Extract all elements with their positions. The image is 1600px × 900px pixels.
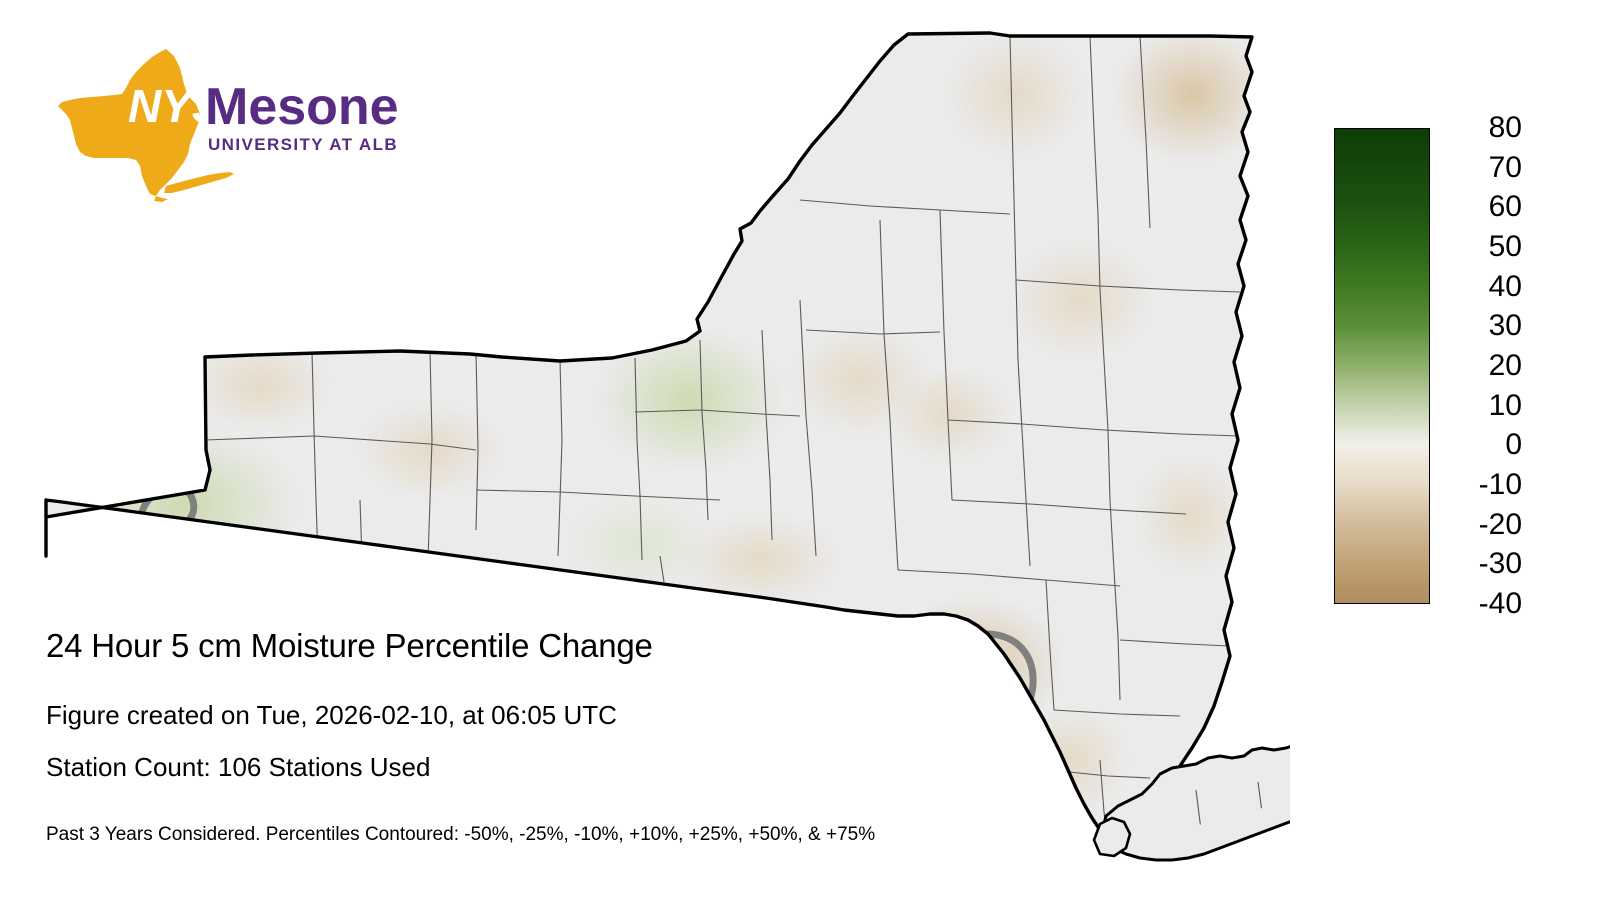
anomaly-blob-cayuga [565,493,715,597]
anomaly-blob-western [190,339,330,431]
staten-island [1092,816,1132,858]
anomaly-blob-north-country [1114,33,1252,163]
logo-subtitle-text: UNIVERSITY AT ALBANY [208,135,398,154]
contour-footnote: Past 3 Years Considered. Percentiles Con… [46,824,876,845]
colorbar-tick-10: 10 [1488,388,1522,422]
anomaly-blob-chautauqua [70,427,300,583]
long-island-landmass [1100,745,1290,862]
colorbar-tick-neg40: -40 [1478,587,1522,620]
colorbar-tick-80: 80 [1488,111,1522,144]
anomaly-blob-southern-tier [680,515,840,605]
contour-catskills [933,630,1037,734]
anomaly-blob-southwest-edge [46,505,215,615]
ny-state-silhouette-icon [58,49,234,202]
logo-nys-text: NYS [128,80,223,132]
contour-southwest [46,576,91,619]
anomaly-blob-lower-hudson [1010,705,1130,815]
anomaly-blob-genesee [358,402,502,498]
anomaly-blob-central [888,367,1012,463]
colorbar-tick-60: 60 [1488,190,1522,224]
colorbar-tick-20: 20 [1488,349,1522,382]
colorbar-tick-neg20: -20 [1478,507,1522,541]
anomaly-blob-hudson [1135,455,1245,575]
figure-title: 24 Hour 5 cm Moisture Percentile Change [46,627,653,664]
anomaly-blob-finger-lakes [595,328,785,472]
colorbar-tick-50: 50 [1488,230,1522,263]
long-island [1092,745,1290,862]
colorbar-tick-labels: 80 70 60 50 40 30 20 10 0 -10 -20 -30 -4… [1438,111,1558,621]
nys-mesonet-logo: NYS Mesonet UNIVERSITY AT ALBANY [48,44,398,204]
map-panel [44,31,1290,862]
colorbar-tick-neg30: -30 [1478,547,1522,581]
colorbar-tick-0: 0 [1505,428,1522,462]
figure-created-text: Figure created on Tue, 2026-02-10, at 06… [46,700,617,730]
colorbar-tick-neg10: -10 [1478,468,1522,501]
anomaly-blob-mohawk [1008,242,1152,358]
logo-mesonet-text: Mesonet [205,78,398,136]
colorbar-group: 80 70 60 50 40 30 20 10 0 -10 -20 -30 -4… [1334,111,1522,620]
colorbar-tick-40: 40 [1488,269,1522,303]
moisture-percentile-colorbar [1334,128,1430,604]
station-count-text: Station Count: 106 Stations Used [46,752,431,782]
colorbar-tick-70: 70 [1488,150,1522,184]
colorbar-tick-30: 30 [1488,309,1522,343]
new-york-state-map [44,31,1290,862]
county-boundaries [204,35,1241,845]
anomaly-blob-northwest-adk [945,33,1085,157]
